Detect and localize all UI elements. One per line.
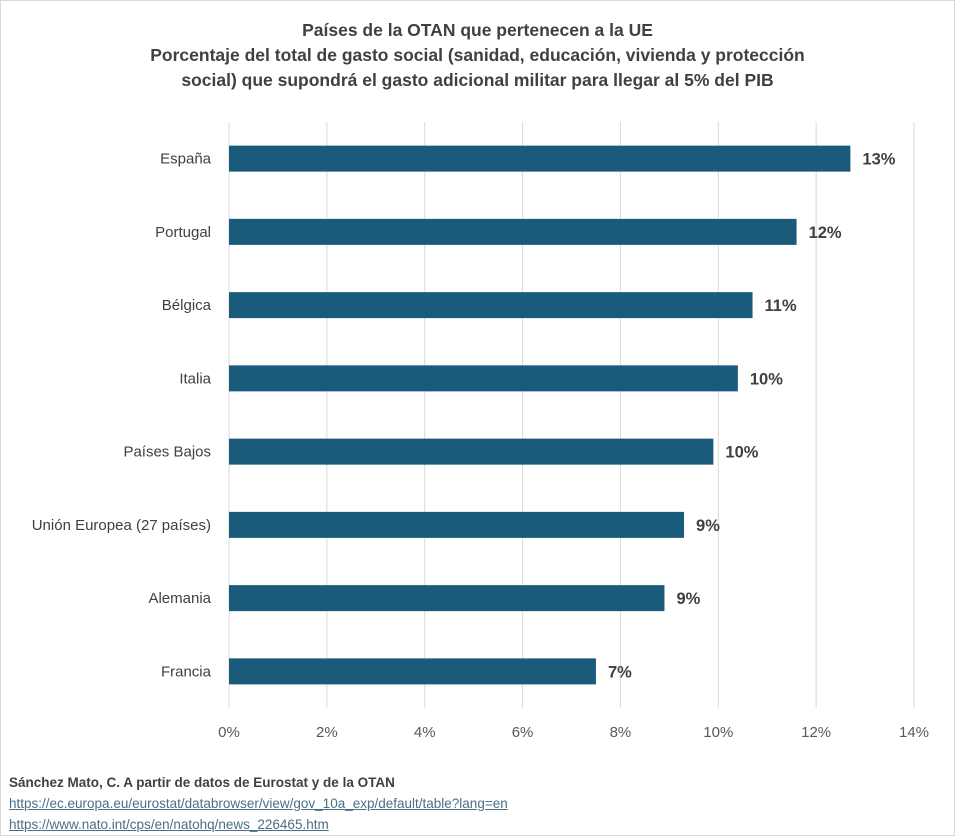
data-label: 9% — [676, 590, 700, 608]
x-tick-label: 10% — [703, 724, 733, 741]
chart-title: Países de la OTAN que pertenecen a la UE… — [0, 18, 955, 93]
data-label: 10% — [725, 444, 758, 462]
bar — [229, 658, 596, 685]
title-line-1: Países de la OTAN que pertenecen a la UE — [302, 20, 653, 40]
x-tick-label: 14% — [899, 724, 929, 741]
x-tick-label: 12% — [801, 724, 831, 741]
title-line-2: Porcentaje del total de gasto social (sa… — [150, 45, 805, 65]
bar — [229, 292, 753, 319]
category-label: Italia — [179, 370, 211, 387]
x-tick-label: 4% — [414, 724, 436, 741]
x-tick-label: 6% — [512, 724, 534, 741]
title-line-3: social) que supondrá el gasto adicional … — [181, 70, 774, 90]
x-tick-label: 2% — [316, 724, 338, 741]
data-label: 13% — [862, 151, 895, 169]
data-label: 9% — [696, 517, 720, 535]
category-label: Países Bajos — [123, 444, 211, 461]
eurostat-link[interactable]: https://ec.europa.eu/eurostat/databrowse… — [9, 796, 508, 811]
category-label: Francia — [161, 663, 212, 680]
x-tick-label: 8% — [610, 724, 632, 741]
bar — [229, 218, 797, 245]
source-block: Sánchez Mato, C. A partir de datos de Eu… — [9, 772, 508, 835]
x-tick-label: 0% — [218, 724, 240, 741]
bar — [229, 438, 714, 465]
source-title: Sánchez Mato, C. A partir de datos de Eu… — [9, 775, 395, 790]
data-label: 7% — [608, 663, 632, 681]
data-label: 12% — [809, 224, 842, 242]
nato-link[interactable]: https://www.nato.int/cps/en/natohq/news_… — [9, 817, 329, 832]
category-label: Alemania — [148, 590, 211, 607]
bar — [229, 511, 685, 538]
category-label: Portugal — [155, 224, 211, 241]
category-label: Bélgica — [162, 297, 212, 314]
bar — [229, 585, 665, 612]
bar — [229, 365, 738, 392]
category-label: Unión Europea (27 países) — [32, 517, 211, 534]
category-label: España — [160, 151, 212, 168]
data-label: 10% — [750, 370, 783, 388]
bar — [229, 145, 851, 172]
data-label: 11% — [765, 297, 797, 315]
